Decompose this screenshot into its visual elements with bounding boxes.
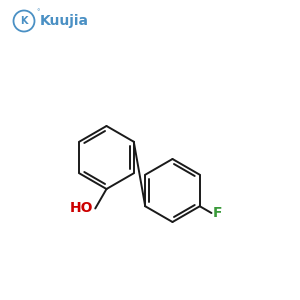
- Text: F: F: [213, 206, 223, 220]
- Text: K: K: [20, 16, 28, 26]
- Text: HO: HO: [69, 202, 93, 215]
- Text: °: °: [36, 9, 40, 15]
- Text: Kuujia: Kuujia: [40, 14, 89, 28]
